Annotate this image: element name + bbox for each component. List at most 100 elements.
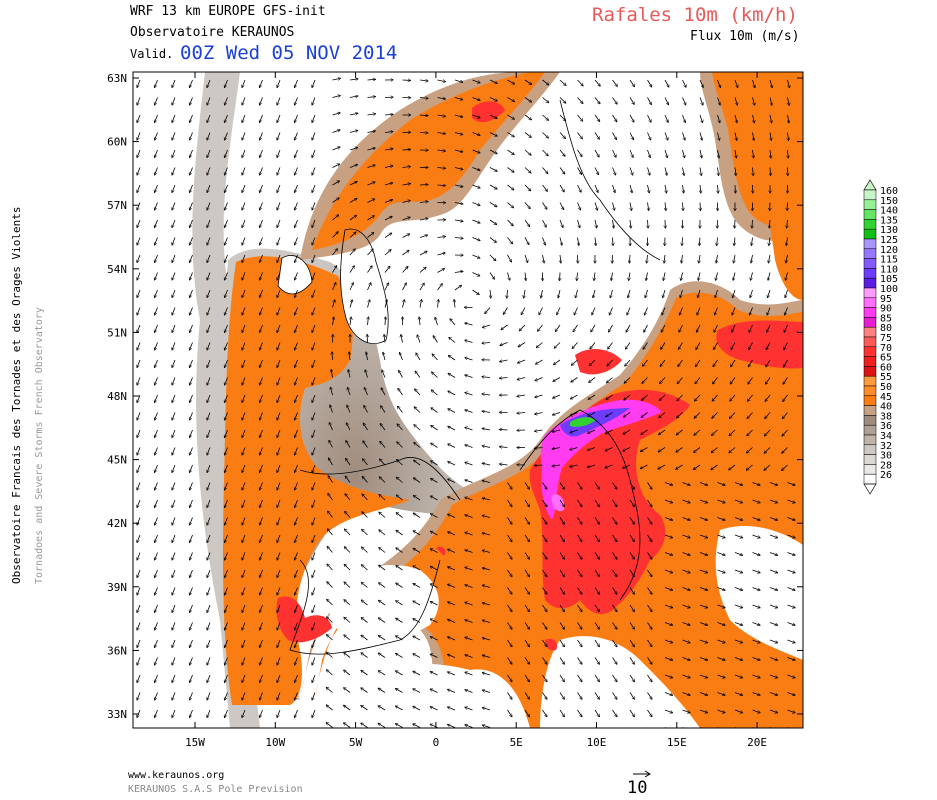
wind-arrow <box>435 317 438 326</box>
legend-swatch <box>863 415 877 426</box>
wind-arrow <box>172 359 176 367</box>
wind-arrow <box>261 727 263 728</box>
wind-arrow <box>260 114 263 122</box>
wind-arrow <box>402 200 411 203</box>
wind-arrow <box>782 464 788 470</box>
wind-arrow <box>577 149 583 157</box>
wind-arrow <box>629 79 634 87</box>
wind-arrow <box>559 184 564 192</box>
wind-arrow <box>296 727 298 728</box>
wind-arrow <box>367 233 374 238</box>
model-title: WRF 13 km EUROPE GFS-init <box>130 4 326 19</box>
wind-arrow <box>694 429 701 435</box>
wind-arrow <box>624 377 631 384</box>
wind-arrow <box>535 430 543 431</box>
wind-arrow <box>647 79 652 87</box>
wind-arrow <box>432 354 438 361</box>
wind-arrow <box>347 387 351 396</box>
wind-arrow <box>207 517 211 525</box>
wind-arrow <box>295 464 298 472</box>
wind-arrow <box>577 167 582 175</box>
wind-arrow <box>277 307 281 315</box>
wind-arrow <box>594 167 599 175</box>
wind-arrow <box>398 388 403 396</box>
wind-arrow <box>542 132 549 139</box>
legend-swatch <box>863 336 877 348</box>
wind-arrow <box>277 499 281 507</box>
wind-arrow <box>207 132 211 140</box>
wind-arrow <box>155 97 158 105</box>
wind-arrow <box>420 300 422 308</box>
wind-arrow <box>207 394 211 402</box>
wind-arrow <box>559 132 565 139</box>
wind-arrow <box>542 517 547 525</box>
wind-arrow <box>155 412 158 420</box>
wind-arrow <box>155 307 158 315</box>
wind-arrow <box>207 429 211 437</box>
wind-arrow <box>295 237 298 245</box>
wind-arrow <box>767 307 771 315</box>
wind-arrow <box>172 132 176 140</box>
wind-arrow <box>384 233 392 238</box>
wind-arrow <box>312 307 316 315</box>
wind-arrow <box>472 289 480 294</box>
wind-arrow <box>647 499 652 507</box>
wind-arrow <box>242 464 246 472</box>
wind-arrow <box>559 114 566 121</box>
wind-arrow <box>752 219 753 228</box>
wind-arrow <box>717 499 726 503</box>
wind-arrow <box>642 377 648 384</box>
wind-arrow <box>750 272 753 281</box>
wind-arrow <box>663 289 666 298</box>
wind-arrow <box>454 203 463 205</box>
wind-arrow <box>332 249 338 256</box>
wind-arrow <box>242 237 246 245</box>
wind-arrow <box>260 307 263 315</box>
wind-arrow <box>209 727 211 728</box>
wind-arrow <box>679 307 683 315</box>
wind-arrow <box>277 359 281 367</box>
wind-arrow <box>612 167 616 175</box>
wind-arrow <box>190 219 193 227</box>
wind-arrow <box>332 266 337 273</box>
wind-arrow <box>448 373 456 378</box>
wind-arrow <box>542 79 549 85</box>
wind-arrow <box>730 412 736 419</box>
wind-arrow <box>465 410 473 413</box>
wind-arrow <box>572 342 578 349</box>
wind-arrow <box>770 132 771 141</box>
wind-arrow <box>137 272 141 280</box>
wind-arrow <box>380 459 386 466</box>
wind-arrow <box>465 462 473 466</box>
wind-arrow <box>295 219 298 227</box>
wind-arrow <box>717 79 721 87</box>
wind-arrow <box>207 307 211 315</box>
wind-arrow <box>242 114 246 122</box>
wind-arrow <box>769 499 778 503</box>
wind-arrow <box>699 149 702 158</box>
wind-arrow <box>207 219 211 227</box>
wind-arrow <box>225 79 228 87</box>
wind-arrow <box>716 254 717 263</box>
wind-arrow <box>588 429 596 433</box>
wind-arrow <box>539 307 543 315</box>
wind-arrow <box>482 324 491 328</box>
wind-arrow <box>242 272 246 280</box>
wind-arrow <box>312 237 316 245</box>
wind-arrow <box>295 272 298 280</box>
wind-arrow <box>660 359 666 366</box>
wind-arrow <box>346 423 351 431</box>
wind-arrow <box>402 184 411 185</box>
wind-arrow <box>419 80 428 81</box>
wind-arrow <box>155 167 158 175</box>
wind-arrow <box>381 406 386 413</box>
wind-arrow <box>137 114 141 122</box>
wind-arrow <box>699 114 703 123</box>
wind-arrow <box>664 499 673 503</box>
wind-arrow <box>503 307 508 315</box>
legend-swatch <box>863 454 877 465</box>
wind-arrow <box>699 132 702 141</box>
wind-arrow <box>558 289 561 298</box>
wind-arrow <box>172 517 176 525</box>
wind-arrow <box>295 517 298 525</box>
